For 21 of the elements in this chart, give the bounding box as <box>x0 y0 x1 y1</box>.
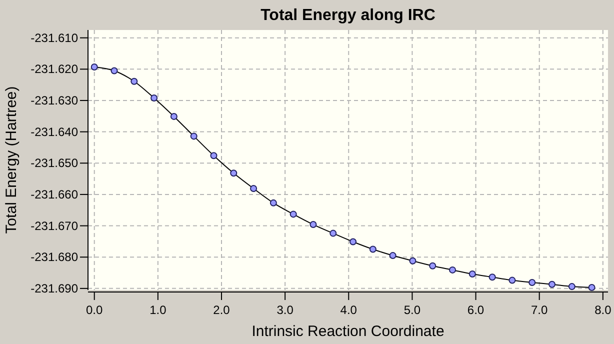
y-tick-label: -231.650 <box>30 156 78 170</box>
chart-title: Total Energy along IRC <box>260 7 436 24</box>
y-tick-label: -231.620 <box>30 62 78 76</box>
x-tick-label: 6.0 <box>467 303 484 317</box>
y-axis-title: Total Energy (Hartree) <box>3 86 20 234</box>
x-tick-label: 8.0 <box>594 303 612 317</box>
y-tick-label: -231.680 <box>30 250 78 264</box>
x-tick-label: 7.0 <box>531 303 548 317</box>
x-tick-label: 1.0 <box>150 303 167 317</box>
y-tick-label: -231.640 <box>30 124 78 139</box>
x-tick-label: 4.0 <box>340 303 358 317</box>
x-tick-label: 3.0 <box>276 303 294 317</box>
x-axis-title: Intrinsic Reaction Coordinate <box>252 323 444 340</box>
y-tick-label: -231.660 <box>30 187 78 202</box>
x-tick-label: 2.0 <box>213 303 230 317</box>
y-tick-label: -231.630 <box>30 93 78 108</box>
y-tick-label: -231.610 <box>30 30 78 45</box>
y-tick-label: -231.690 <box>30 281 78 296</box>
y-tick-label: -231.670 <box>30 218 78 233</box>
x-tick-label: 0.0 <box>86 303 104 317</box>
x-tick-label: 5.0 <box>404 303 421 317</box>
